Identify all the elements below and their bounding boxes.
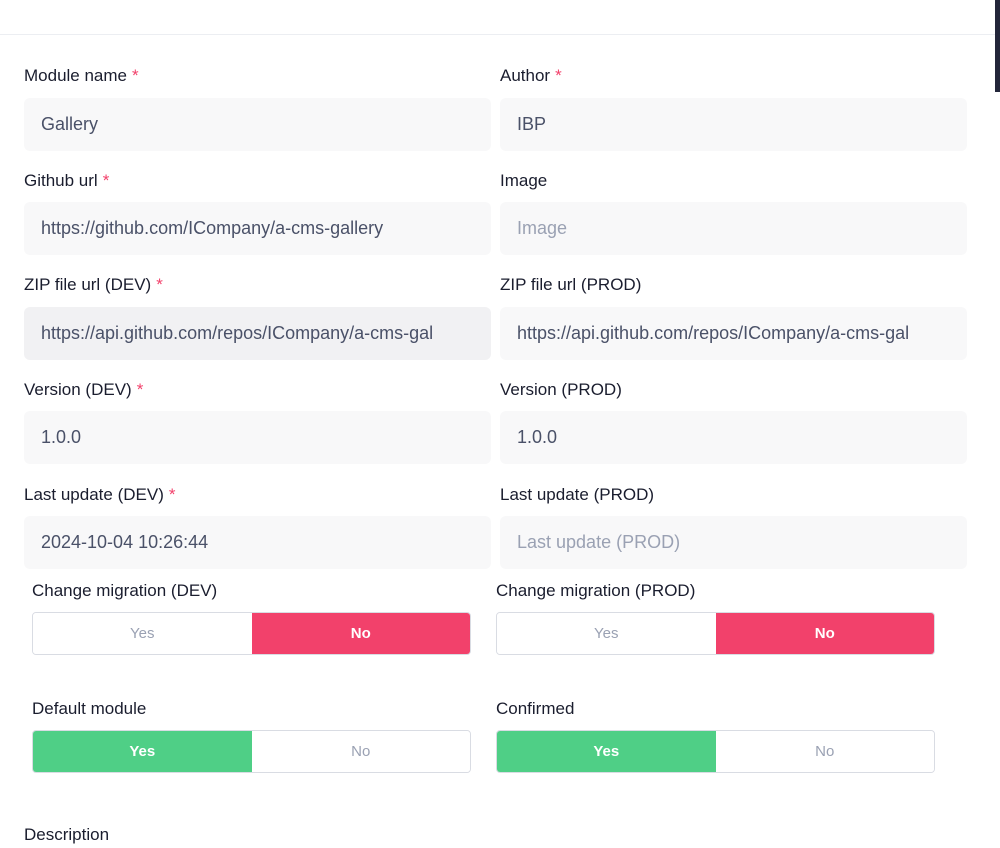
default-module-no[interactable]: No	[251, 731, 470, 772]
zip-dev-input[interactable]	[24, 307, 491, 360]
zip-prod-label: ZIP file url (PROD)	[500, 275, 642, 294]
change-migration-dev-toggle[interactable]: Yes No	[32, 612, 471, 655]
last-update-prod-label: Last update (PROD)	[500, 485, 655, 504]
default-module-yes[interactable]: Yes	[33, 731, 252, 772]
change-migration-prod-toggle[interactable]: Yes No	[496, 612, 935, 655]
last-update-dev-label: Last update (DEV) *	[24, 485, 176, 504]
required-mark: *	[555, 66, 562, 85]
zip-prod-input[interactable]	[500, 307, 967, 360]
scrollbar-thumb[interactable]	[995, 0, 1000, 92]
change-migration-dev-yes[interactable]: Yes	[33, 613, 252, 654]
change-migration-prod-yes[interactable]: Yes	[497, 613, 716, 654]
image-input[interactable]	[500, 202, 967, 255]
change-migration-dev-no[interactable]: No	[251, 613, 470, 654]
last-update-dev-input[interactable]	[24, 516, 491, 569]
required-mark: *	[168, 485, 176, 504]
default-module-toggle[interactable]: Yes No	[32, 730, 471, 773]
zip-dev-label: ZIP file url (DEV) *	[24, 275, 163, 294]
confirmed-yes[interactable]: Yes	[497, 731, 716, 772]
change-migration-prod-label: Change migration (PROD)	[496, 581, 696, 600]
required-mark: *	[132, 66, 139, 85]
confirmed-label: Confirmed	[496, 699, 575, 718]
default-module-label: Default module	[32, 699, 147, 718]
github-url-input[interactable]	[24, 202, 491, 255]
version-dev-label: Version (DEV) *	[24, 380, 144, 399]
required-mark: *	[102, 171, 110, 190]
author-input[interactable]	[500, 98, 967, 151]
description-label: Description	[24, 825, 110, 844]
confirmed-no[interactable]: No	[715, 731, 934, 772]
modal-header-bar	[0, 0, 995, 35]
scrollbar-track[interactable]	[995, 0, 1000, 848]
github-url-label: Github url *	[24, 171, 110, 190]
module-name-label: Module name *	[24, 66, 139, 85]
author-label: Author *	[500, 66, 562, 85]
change-migration-prod-no[interactable]: No	[715, 613, 934, 654]
last-update-prod-input[interactable]	[500, 516, 967, 569]
image-label: Image	[500, 171, 548, 190]
version-dev-input[interactable]	[24, 411, 491, 464]
module-name-input[interactable]	[24, 98, 491, 151]
change-migration-dev-label: Change migration (DEV)	[32, 581, 218, 600]
version-prod-label: Version (PROD)	[500, 380, 622, 399]
confirmed-toggle[interactable]: Yes No	[496, 730, 935, 773]
version-prod-input[interactable]	[500, 411, 967, 464]
required-mark: *	[136, 380, 144, 399]
required-mark: *	[156, 275, 163, 294]
